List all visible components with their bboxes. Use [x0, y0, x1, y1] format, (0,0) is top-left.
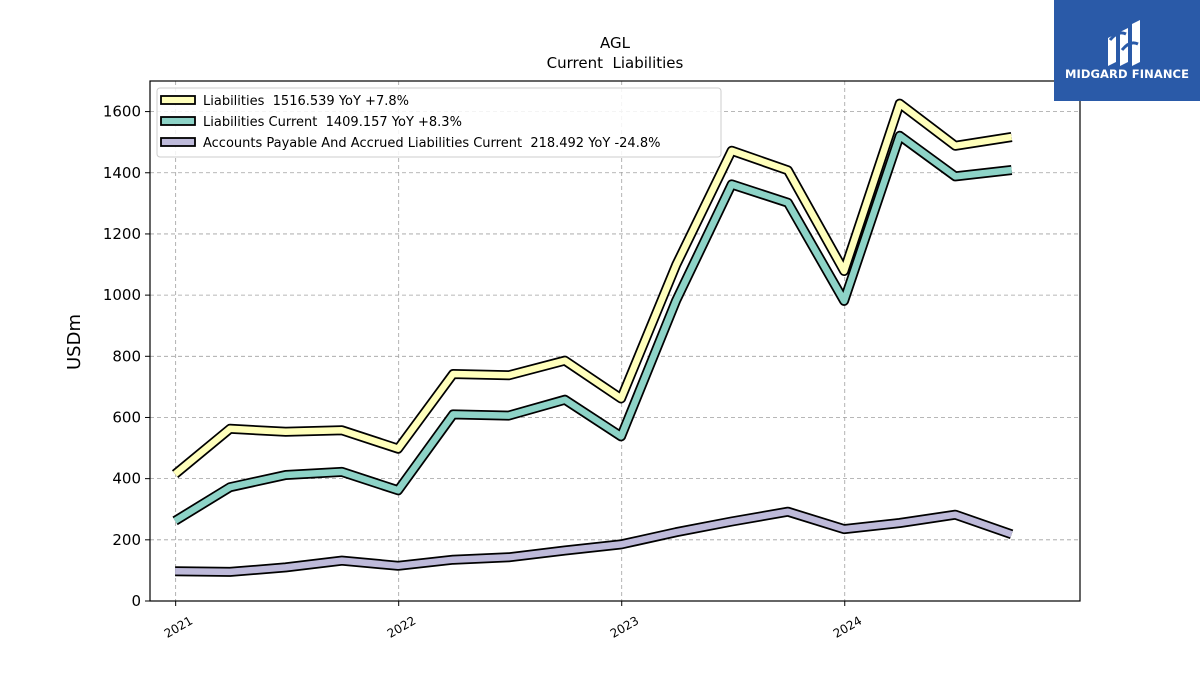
y-tick-label: 400 — [112, 470, 141, 488]
y-axis-label: USDm — [64, 314, 85, 370]
legend-swatch — [160, 95, 196, 105]
y-tick-label: 1200 — [103, 225, 141, 243]
y-tick-label: 800 — [112, 347, 141, 365]
x-tick-label: 2023 — [608, 613, 641, 640]
legend-swatch — [160, 137, 196, 147]
legend-entry: Accounts Payable And Accrued Liabilities… — [203, 136, 660, 151]
y-tick-label: 1600 — [103, 103, 141, 121]
brand-logo: MIDGARD FINANCE — [1054, 0, 1200, 101]
y-tick-label: 600 — [112, 408, 141, 426]
series-line — [175, 508, 1013, 576]
legend-box — [156, 87, 722, 158]
x-tick-label: 2021 — [162, 613, 195, 640]
x-tick-label: 2024 — [831, 613, 864, 640]
x-tick-label: 2022 — [385, 613, 418, 640]
grid-layer — [150, 81, 1080, 602]
legend-swatch — [160, 116, 196, 126]
chart-title: AGL — [600, 34, 631, 52]
series-line — [173, 132, 1012, 524]
midgard-logo-icon — [1108, 20, 1140, 66]
y-tick-label: 0 — [131, 592, 141, 610]
brand-name: MIDGARD FINANCE — [1064, 67, 1190, 81]
legend: Liabilities 1516.539 YoY +7.8% Liabilitie… — [156, 87, 722, 158]
series-line-outline — [172, 130, 1013, 526]
legend-entry: Liabilities Current 1409.157 YoY +8.3% — [203, 115, 462, 130]
y-tick-label: 1400 — [103, 164, 141, 182]
y-tick-label: 1000 — [103, 286, 141, 304]
legend-entry: Liabilities 1516.539 YoY +7.8% — [203, 94, 409, 109]
y-tick-label: 200 — [112, 531, 141, 549]
plot-frame — [149, 80, 1081, 602]
axis-layer: 0 200 400 600 800 1000 1200 1400 1600 2021 2022 202… — [103, 103, 864, 641]
chart-subtitle: Current Liabilities — [547, 54, 684, 72]
series-line — [173, 100, 1013, 477]
series-layer — [171, 98, 1014, 577]
